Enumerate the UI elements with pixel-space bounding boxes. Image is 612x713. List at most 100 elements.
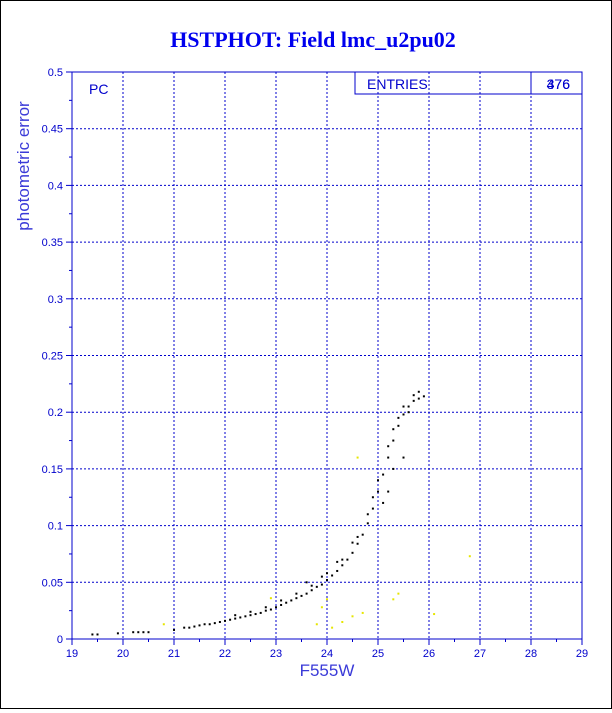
data-point xyxy=(249,614,252,617)
data-point-secondary xyxy=(162,623,165,626)
data-point xyxy=(269,608,272,611)
data-point xyxy=(320,575,323,578)
data-point xyxy=(382,501,385,504)
data-point xyxy=(387,445,390,448)
data-point xyxy=(417,397,420,400)
stats-box-frame xyxy=(354,71,583,95)
data-point-secondary xyxy=(269,597,272,600)
y-tick-label: 0.1 xyxy=(48,521,63,533)
data-point xyxy=(402,456,405,459)
data-point xyxy=(224,619,226,622)
data-point xyxy=(392,428,395,431)
x-tick-label: 21 xyxy=(168,648,180,660)
data-point xyxy=(392,439,395,442)
data-point xyxy=(392,467,395,470)
data-point xyxy=(387,490,390,493)
x-tick-label: 20 xyxy=(117,648,129,660)
x-tick-label: 27 xyxy=(474,648,486,660)
data-point xyxy=(198,624,201,627)
data-point xyxy=(331,574,334,577)
data-point xyxy=(377,490,379,493)
stats-value: 476 xyxy=(547,76,571,92)
data-point xyxy=(280,603,283,606)
data-point xyxy=(402,413,405,416)
data-point xyxy=(402,405,405,408)
data-point xyxy=(336,569,339,572)
data-point xyxy=(371,507,374,510)
data-point xyxy=(132,631,135,634)
data-point xyxy=(412,394,415,397)
stats-label: ENTRIES xyxy=(367,76,428,92)
data-point xyxy=(218,620,221,623)
data-point xyxy=(300,594,303,597)
data-point xyxy=(397,424,400,427)
data-point xyxy=(208,623,211,626)
data-point-secondary xyxy=(315,623,318,626)
data-point xyxy=(366,522,369,525)
data-point-secondary xyxy=(331,626,334,629)
data-point xyxy=(193,625,196,628)
data-point xyxy=(239,616,242,619)
panel-label: PC xyxy=(89,81,108,97)
y-tick-label: 0.2 xyxy=(48,407,63,419)
data-point xyxy=(116,632,119,635)
x-tick-label: 24 xyxy=(321,648,333,660)
x-tick-label: 28 xyxy=(525,648,537,660)
data-point xyxy=(351,541,354,544)
y-axis-label: photometric error xyxy=(14,101,33,231)
data-point xyxy=(96,633,99,636)
data-point xyxy=(295,597,298,600)
data-point xyxy=(377,479,379,482)
data-point xyxy=(326,579,328,582)
data-point xyxy=(351,551,354,554)
data-point xyxy=(142,631,145,634)
data-point xyxy=(407,405,410,408)
y-tick-label: 0 xyxy=(57,634,63,646)
data-point xyxy=(315,585,318,588)
data-point xyxy=(407,411,410,414)
data-point xyxy=(320,583,323,586)
data-point xyxy=(91,633,94,636)
data-point-secondary xyxy=(351,615,354,618)
data-point xyxy=(346,558,349,561)
data-point xyxy=(422,395,425,398)
stats-box: ENTRIES 376 476 xyxy=(354,71,583,95)
data-point xyxy=(137,631,140,634)
y-tick-label: 0.35 xyxy=(42,237,63,249)
data-point xyxy=(310,589,313,592)
data-point-secondary xyxy=(326,598,328,601)
y-tick-label: 0.25 xyxy=(42,351,63,363)
data-point xyxy=(305,581,308,584)
ticks: 19 20 21 22 23 24 25 26 27 28 29 0 0.05 0.1 0.15 0.2 0.2… xyxy=(42,67,589,660)
data-point xyxy=(234,617,237,620)
data-point xyxy=(173,628,175,631)
data-point-secondary xyxy=(320,606,323,609)
data-point xyxy=(412,399,415,402)
data-point xyxy=(326,572,328,575)
data-point xyxy=(264,609,267,612)
data-point xyxy=(285,601,288,604)
y-tick-label: 0.05 xyxy=(42,577,63,589)
x-axis-label: F555W xyxy=(300,661,355,680)
data-point xyxy=(361,533,364,536)
x-tick-label: 26 xyxy=(423,648,435,660)
data-point xyxy=(336,560,339,563)
data-point xyxy=(371,496,374,499)
data-point xyxy=(305,592,308,595)
x-tick-label: 19 xyxy=(66,648,78,660)
y-tick-label: 0.5 xyxy=(48,67,63,79)
y-tick-label: 0.4 xyxy=(48,180,63,192)
y-tick-label: 0.45 xyxy=(42,124,63,136)
data-point-secondary xyxy=(356,456,359,459)
data-point-secondary xyxy=(468,555,471,558)
data-point xyxy=(264,606,267,609)
chart-title: HSTPHOT: Field lmc_u2pu02 xyxy=(170,27,456,52)
data-point xyxy=(382,473,385,476)
data-point xyxy=(244,615,247,618)
data-point-secondary xyxy=(361,611,364,614)
data-point xyxy=(366,513,369,516)
data-point xyxy=(234,614,237,617)
data-point xyxy=(295,592,298,595)
data-point-secondary xyxy=(433,613,436,616)
